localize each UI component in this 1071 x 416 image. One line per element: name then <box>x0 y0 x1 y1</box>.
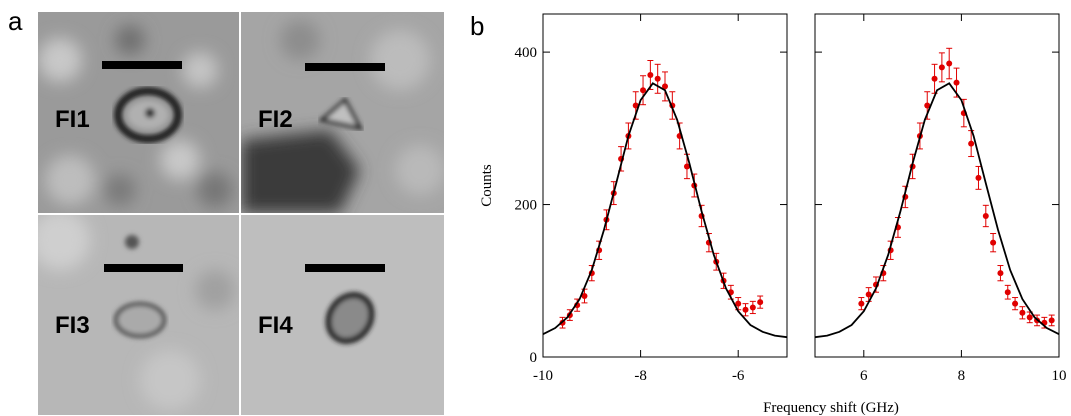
data-point <box>968 140 975 147</box>
y-tick-label: 200 <box>515 198 538 214</box>
data-point <box>953 79 960 86</box>
image-label: FI4 <box>258 312 293 339</box>
data-point <box>757 299 764 306</box>
image-label: FI3 <box>55 312 90 339</box>
data-point <box>924 102 931 109</box>
data-point <box>683 163 690 170</box>
image-label: FI2 <box>258 106 293 133</box>
data-point <box>990 239 997 246</box>
fit-line <box>542 82 788 339</box>
data-point <box>1012 300 1019 307</box>
y-axis-label: Counts <box>479 164 495 207</box>
data-point <box>982 212 989 219</box>
data-point <box>865 291 872 298</box>
x-tick-label: -8 <box>634 368 647 384</box>
data-point <box>654 75 661 82</box>
data-point <box>640 87 647 94</box>
image-fi3 <box>38 215 239 415</box>
data-point <box>581 293 588 300</box>
plot-panel: 0 200 400 -10 -8 -6 b Counts Frequency shift (GH… <box>470 11 899 416</box>
image-fi2 <box>241 12 444 213</box>
fit-line <box>814 82 1060 339</box>
data-point <box>931 75 938 82</box>
y-tick-label: 0 <box>530 350 538 366</box>
image-fi1 <box>38 12 239 213</box>
data-point <box>975 174 982 181</box>
data-point <box>1048 317 1055 324</box>
x-tick-label: 6 <box>860 368 868 384</box>
x-tick-label: 10 <box>1052 368 1067 384</box>
y-tick-label: 400 <box>515 45 538 61</box>
x-axis-label: Frequency shift (GHz) <box>763 400 899 416</box>
data-point <box>749 304 756 311</box>
data-point <box>1026 314 1033 321</box>
x-tick-label: 8 <box>958 368 966 384</box>
image-fi4 <box>241 215 444 415</box>
data-point <box>938 64 945 71</box>
x-tick-label: -10 <box>533 368 553 384</box>
data-point <box>946 60 953 67</box>
data-point <box>1004 289 1011 296</box>
axes-frame <box>542 13 788 358</box>
data-point <box>632 102 639 109</box>
data-point <box>647 71 654 78</box>
x-tick-label: -6 <box>732 368 745 384</box>
panel-label: a <box>8 6 23 36</box>
data-point <box>997 270 1004 277</box>
data-point <box>662 83 668 90</box>
data-point <box>735 300 742 307</box>
image-label: FI1 <box>55 106 90 133</box>
data-point <box>1019 309 1026 316</box>
data-point <box>858 300 865 307</box>
panel-label: b <box>470 11 484 41</box>
plot-panel: 6 8 10 <box>814 13 1067 384</box>
data-point <box>742 306 749 313</box>
axes-frame <box>814 13 1060 358</box>
